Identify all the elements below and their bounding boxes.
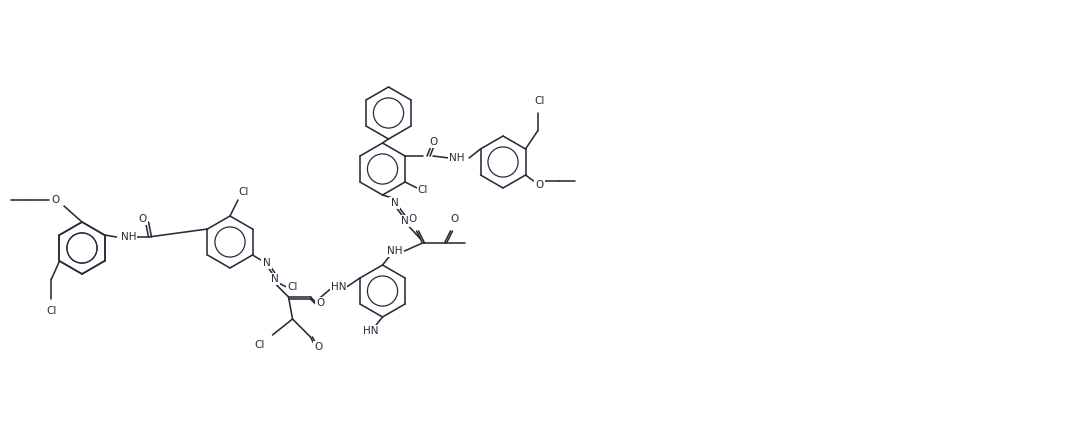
Text: Cl: Cl [46,306,57,316]
Text: O: O [408,214,416,224]
Text: O: O [314,342,323,352]
Text: Cl: Cl [534,96,545,106]
Text: NH: NH [121,232,136,242]
Text: N: N [262,258,271,268]
Text: O: O [535,180,544,190]
Text: O: O [429,137,437,147]
Text: O: O [52,195,60,205]
Text: N: N [271,274,278,284]
Text: O: O [450,214,459,224]
Text: Cl: Cl [255,340,264,350]
Text: Cl: Cl [238,187,249,197]
Text: Cl: Cl [287,282,298,292]
Text: HN: HN [363,326,379,336]
Text: O: O [316,298,325,308]
Text: NH: NH [449,153,465,163]
Text: O: O [138,214,147,224]
Text: N: N [391,198,398,208]
Text: NH: NH [386,246,402,256]
Text: HN: HN [331,282,346,292]
Text: Cl: Cl [418,185,428,195]
Text: N: N [400,216,408,226]
